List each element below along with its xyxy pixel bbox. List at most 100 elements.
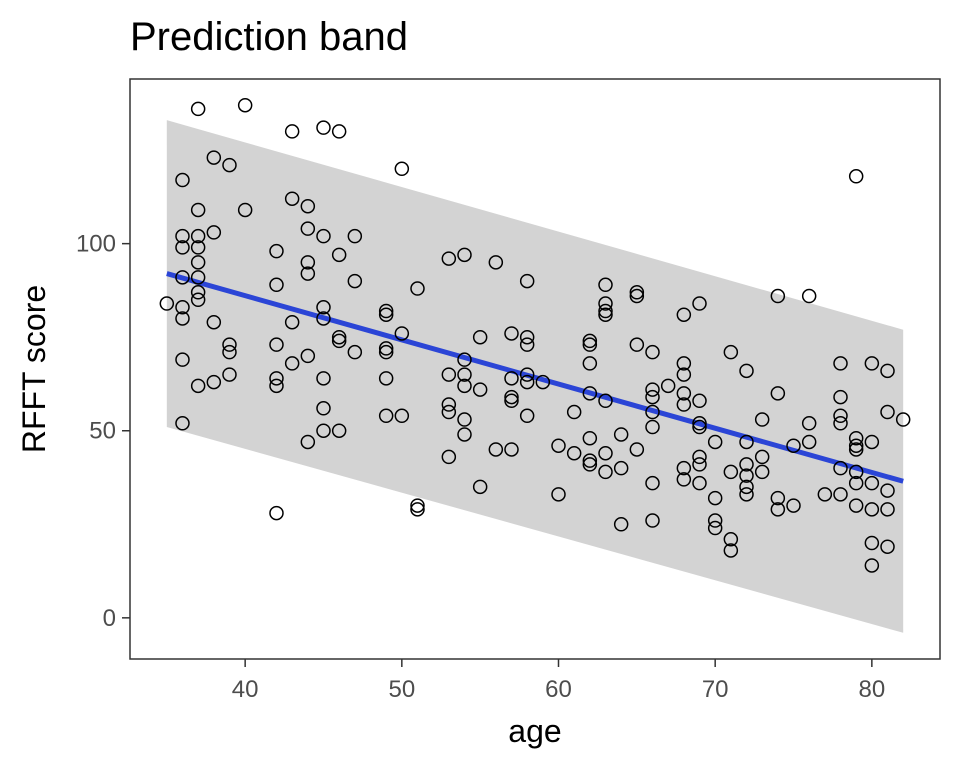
- data-point: [300, 434, 316, 450]
- data-point: [190, 270, 206, 285]
- data-point: [833, 356, 848, 371]
- data-point: [692, 419, 707, 435]
- data-point: [707, 513, 723, 528]
- data-point: [519, 408, 535, 424]
- data-point: [347, 344, 363, 360]
- data-point: [833, 460, 848, 476]
- data-point: [645, 344, 660, 360]
- data-point: [519, 329, 535, 345]
- data-point: [692, 416, 707, 431]
- data-point: [848, 475, 864, 491]
- data-point: [848, 438, 864, 453]
- data-point: [676, 307, 692, 322]
- data-point: [848, 442, 864, 457]
- data-point: [723, 464, 739, 480]
- data-point: [488, 255, 504, 270]
- data-point: [754, 412, 770, 427]
- data-point: [613, 460, 629, 476]
- data-point: [598, 303, 613, 319]
- data-point: [237, 97, 253, 113]
- data-point: [739, 479, 754, 495]
- data-point: [880, 404, 895, 420]
- x-tick-label: 60: [545, 676, 572, 703]
- chart-title: Prediction band: [130, 15, 408, 59]
- data-point: [645, 419, 660, 435]
- data-point: [864, 535, 880, 551]
- data-point: [504, 442, 519, 457]
- data-point: [692, 296, 707, 311]
- data-point: [284, 356, 300, 371]
- data-point: [629, 285, 645, 300]
- data-point: [457, 378, 472, 394]
- data-point: [222, 337, 237, 352]
- data-point: [300, 221, 316, 236]
- data-point: [613, 427, 629, 442]
- data-point: [269, 243, 284, 259]
- data-point: [378, 341, 394, 356]
- data-point: [739, 363, 754, 379]
- data-point: [629, 288, 645, 304]
- data-point: [190, 292, 206, 308]
- data-point: [864, 502, 880, 517]
- data-point: [457, 427, 472, 442]
- data-point: [378, 408, 394, 424]
- data-point: [770, 386, 786, 401]
- data-point: [175, 240, 190, 255]
- y-axis-title: RFFT score: [16, 285, 52, 453]
- data-point: [801, 416, 817, 431]
- data-point: [300, 198, 316, 214]
- data-point: [613, 517, 629, 532]
- data-point: [707, 434, 723, 450]
- data-point: [692, 457, 707, 472]
- data-point: [582, 453, 598, 468]
- data-point: [582, 386, 598, 401]
- data-point: [754, 464, 770, 480]
- data-point: [848, 464, 864, 480]
- data-point: [660, 378, 676, 394]
- data-point: [457, 352, 472, 367]
- data-point: [175, 228, 190, 244]
- data-point: [504, 326, 519, 341]
- data-point: [190, 202, 206, 218]
- data-point: [645, 513, 660, 528]
- data-point: [786, 498, 801, 513]
- data-point: [269, 371, 284, 386]
- y-tick-label: 0: [103, 605, 116, 632]
- data-point: [723, 532, 739, 547]
- data-point: [848, 498, 864, 513]
- data-point: [519, 337, 535, 352]
- data-point: [472, 329, 488, 345]
- data-point: [801, 434, 817, 450]
- data-point: [300, 266, 316, 281]
- data-point: [770, 490, 786, 506]
- data-point: [206, 150, 222, 165]
- data-point: [316, 228, 331, 244]
- data-point: [692, 393, 707, 409]
- data-point: [582, 356, 598, 371]
- data-point: [206, 314, 222, 330]
- data-point: [284, 191, 300, 206]
- data-point: [394, 161, 410, 177]
- data-point: [582, 337, 598, 352]
- data-point: [786, 438, 801, 453]
- data-point: [723, 543, 739, 558]
- data-point: [175, 300, 190, 315]
- data-point: [504, 371, 519, 386]
- x-tick-label: 80: [858, 676, 885, 703]
- data-point: [504, 393, 519, 409]
- data-point: [316, 311, 331, 326]
- data-point: [848, 430, 864, 446]
- data-point: [237, 202, 253, 218]
- data-point: [410, 498, 425, 513]
- data-point: [269, 378, 284, 394]
- data-point: [175, 270, 190, 285]
- x-axis-title: age: [508, 713, 561, 749]
- data-point: [316, 401, 331, 416]
- data-point: [284, 124, 300, 139]
- data-point: [707, 490, 723, 506]
- data-point: [739, 487, 754, 502]
- axes: 40 50 60 70 80 0 50 100: [76, 231, 885, 703]
- data-point: [535, 374, 551, 390]
- data-point: [707, 520, 723, 536]
